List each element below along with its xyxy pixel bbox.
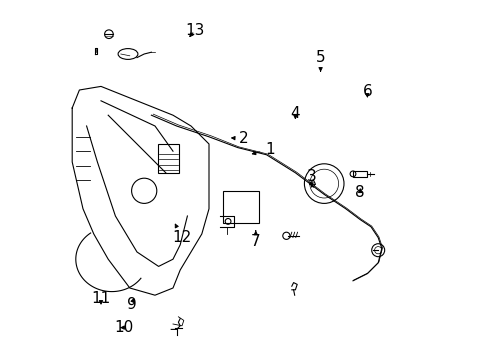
Text: 11: 11	[91, 291, 111, 306]
Text: 4: 4	[291, 106, 300, 121]
Text: 5: 5	[316, 50, 325, 71]
Text: 9: 9	[127, 297, 137, 312]
Text: 6: 6	[363, 84, 372, 99]
Text: 3: 3	[307, 169, 317, 187]
Text: 13: 13	[185, 23, 204, 38]
Text: 1: 1	[252, 142, 275, 157]
Text: 8: 8	[355, 185, 365, 200]
Text: 10: 10	[115, 320, 134, 335]
Text: 12: 12	[172, 224, 192, 245]
Text: 7: 7	[251, 231, 261, 249]
Text: 2: 2	[232, 131, 248, 146]
